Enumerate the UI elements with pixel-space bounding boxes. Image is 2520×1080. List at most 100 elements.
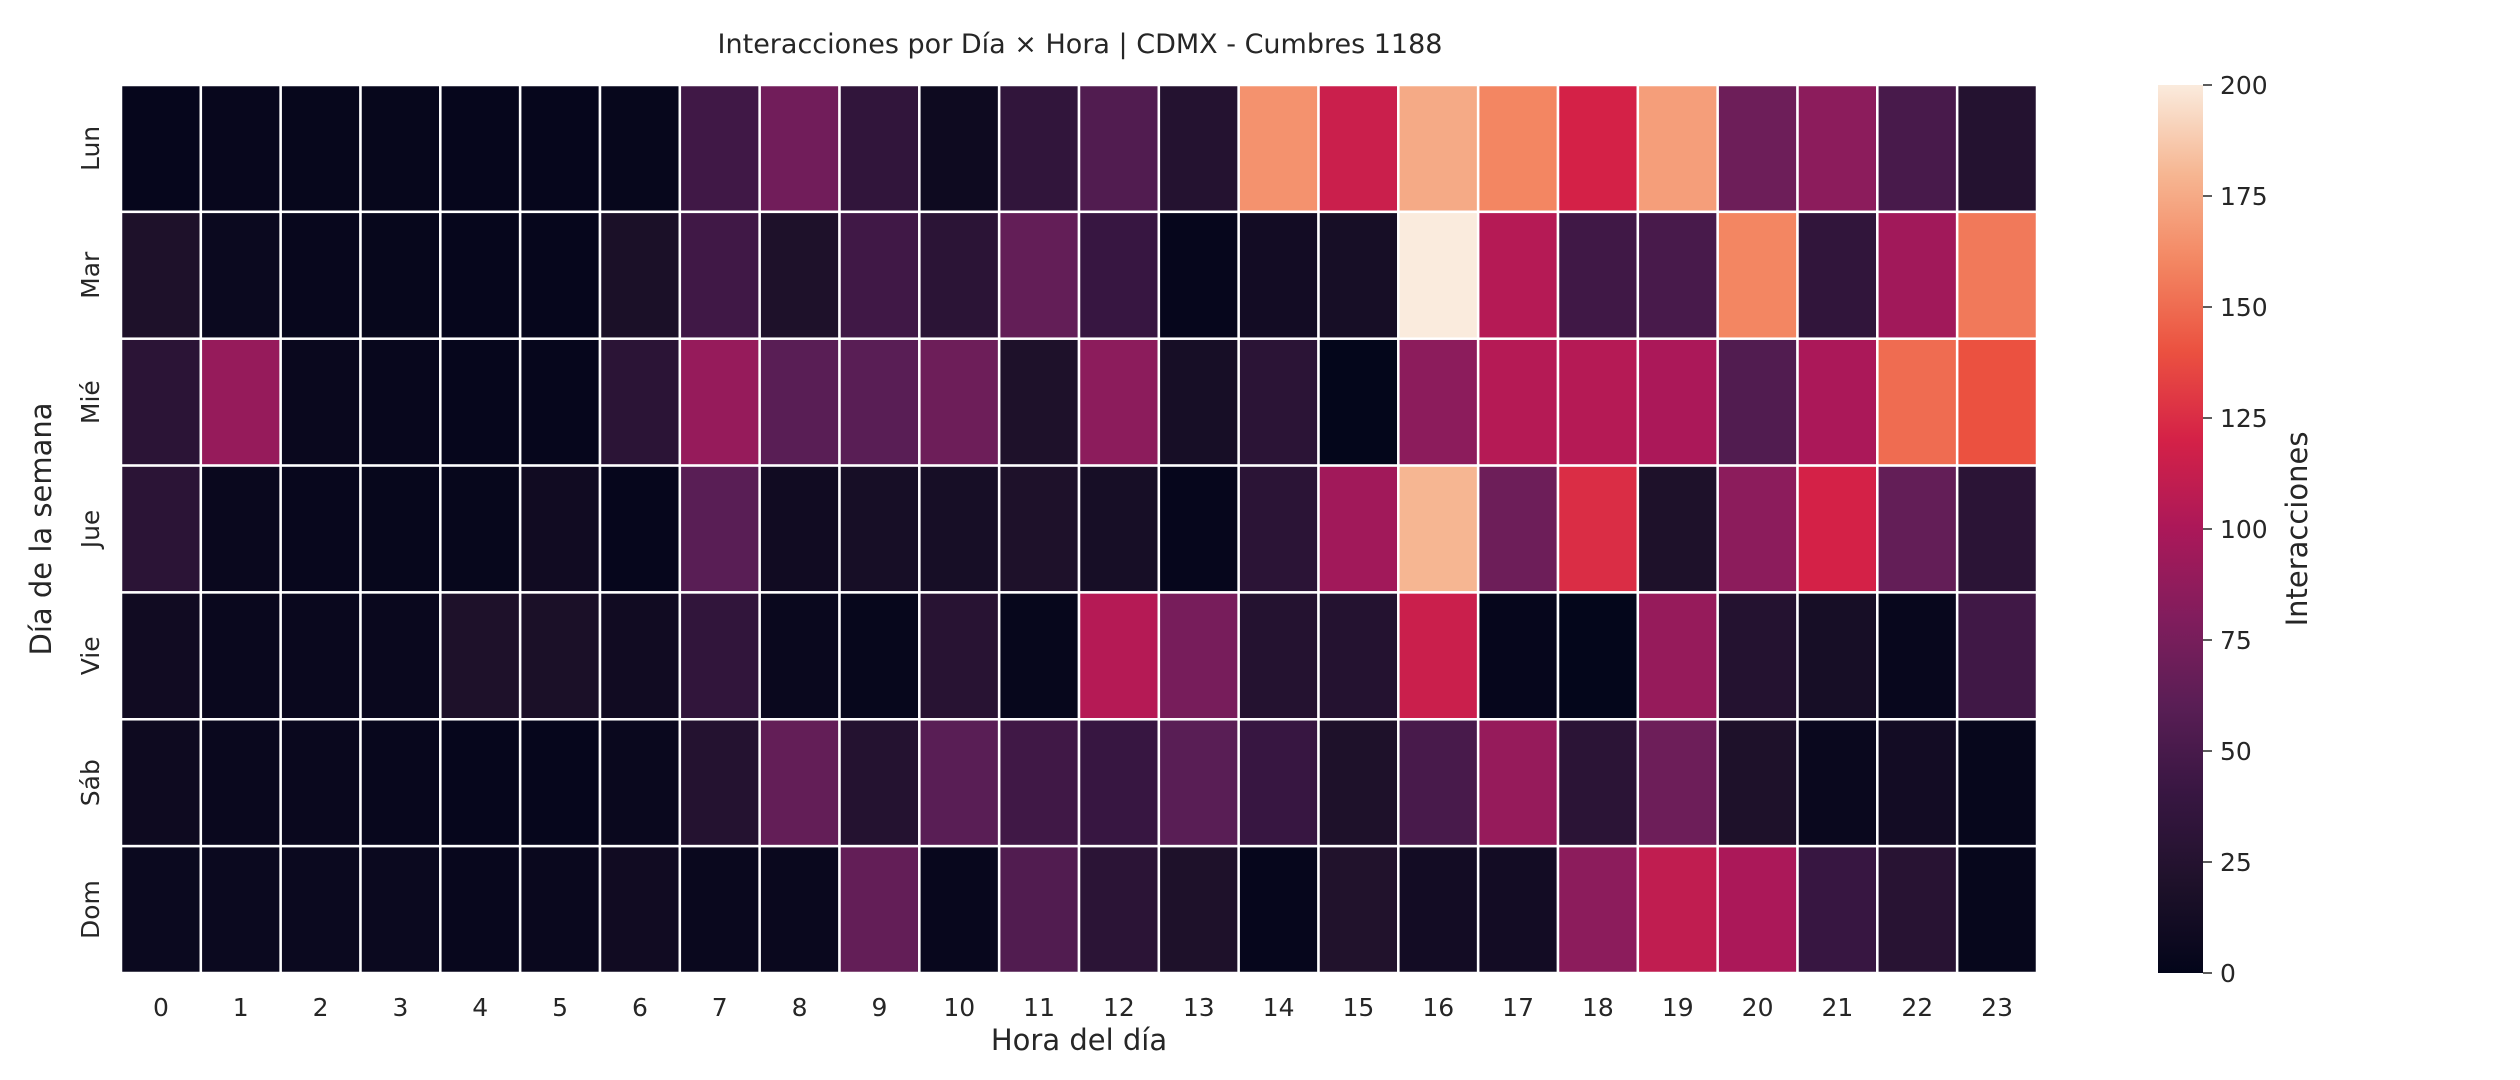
heatmap-cell — [997, 83, 1081, 214]
heatmap-cell — [997, 718, 1081, 848]
heatmap-cell — [1157, 844, 1240, 975]
heatmap-cell — [758, 591, 841, 721]
heatmap-cell — [518, 464, 602, 594]
heatmap-cell — [678, 83, 761, 214]
heatmap-cell — [1556, 591, 1640, 721]
heatmap-cell — [1317, 591, 1400, 721]
y-tick-label: Dom — [76, 880, 105, 939]
x-tick-label: 15 — [1343, 993, 1375, 1022]
heatmap-cell — [1556, 337, 1640, 467]
heatmap-cell — [199, 844, 282, 975]
x-tick-label: 12 — [1103, 993, 1135, 1022]
heatmap-cell — [1077, 718, 1161, 848]
heatmap-cell — [1955, 591, 2039, 721]
heatmap-cell — [1077, 464, 1161, 594]
x-tick-label: 2 — [313, 993, 329, 1022]
heatmap-cell — [1077, 337, 1161, 467]
heatmap-cell — [758, 83, 841, 214]
heatmap-cell — [1077, 210, 1161, 340]
heatmap-cell — [1237, 591, 1320, 721]
heatmap-cell — [1876, 83, 1959, 214]
heatmap-cell — [1955, 337, 2039, 467]
heatmap-cell — [678, 844, 761, 975]
heatmap-cell — [678, 591, 761, 721]
heatmap-cell — [1317, 210, 1400, 340]
heatmap-cell — [518, 83, 602, 214]
y-tick-label: Mié — [76, 380, 105, 424]
heatmap-cell — [1237, 464, 1320, 594]
heatmap-cell — [119, 83, 203, 214]
heatmap-cell — [1157, 718, 1240, 848]
heatmap-cell — [1955, 464, 2039, 594]
heatmap-cell — [1317, 718, 1400, 848]
y-tick-label: Lun — [76, 126, 105, 171]
heatmap-cell — [359, 718, 442, 848]
heatmap-cell — [838, 83, 921, 214]
heatmap-cell — [838, 337, 921, 467]
heatmap-cell — [1556, 844, 1640, 975]
heatmap-cell — [439, 844, 522, 975]
heatmap-cell — [1157, 83, 1240, 214]
x-axis-label: Hora del día — [991, 1023, 1167, 1057]
heatmap-cell — [1716, 83, 1799, 214]
heatmap-cell — [997, 844, 1081, 975]
heatmap-cell — [279, 337, 362, 467]
heatmap-cell — [678, 718, 761, 848]
heatmap-cell — [1317, 83, 1400, 214]
x-axis-ticks: 0 1 2 3 4 5 6 7 8 9 10 11 12 13 14 15 16 17 18 19 20 21 22 23 — [153, 993, 2013, 1022]
heatmap-cell — [1636, 464, 1719, 594]
heatmap-cell — [838, 591, 921, 721]
colorbar-tick-label: 100 — [2220, 515, 2268, 544]
heatmap-cell — [918, 591, 1001, 721]
heatmap-cell — [1077, 844, 1161, 975]
heatmap-cell — [1077, 591, 1161, 721]
heatmap-cell — [918, 718, 1001, 848]
heatmap-cell — [1317, 844, 1400, 975]
heatmap-cell — [598, 591, 682, 721]
heatmap-cell — [119, 337, 203, 467]
heatmap-cell — [1237, 337, 1320, 467]
x-tick-label: 14 — [1263, 993, 1295, 1022]
x-tick-label: 3 — [392, 993, 408, 1022]
heatmap-cell — [1955, 844, 2039, 975]
x-tick-label: 11 — [1023, 993, 1055, 1022]
heatmap-cell — [1476, 844, 1560, 975]
heatmap-cell — [758, 844, 841, 975]
heatmap-cell — [1876, 844, 1959, 975]
heatmap-cell — [199, 337, 282, 467]
x-tick-label: 22 — [1901, 993, 1933, 1022]
x-tick-label: 8 — [792, 993, 808, 1022]
heatmap-cell — [1237, 844, 1320, 975]
heatmap-cell — [758, 337, 841, 467]
heatmap-cell — [199, 591, 282, 721]
x-tick-label: 13 — [1183, 993, 1215, 1022]
heatmap-cell — [439, 337, 522, 467]
heatmap-cell — [1476, 337, 1560, 467]
heatmap-cell — [1955, 83, 2039, 214]
heatmap-cell — [1157, 591, 1240, 721]
heatmap-cell — [838, 718, 921, 848]
heatmap-cell — [758, 210, 841, 340]
heatmap-cell — [359, 210, 442, 340]
heatmap-cell — [1716, 718, 1799, 848]
heatmap-cell — [199, 464, 282, 594]
heatmap-cell — [279, 83, 362, 214]
heatmap-cell — [918, 337, 1001, 467]
heatmap-cell — [1397, 83, 1480, 214]
heatmap-cell — [1157, 464, 1240, 594]
heatmap-cell — [1796, 83, 1879, 214]
colorbar-tick-label: 200 — [2220, 71, 2268, 100]
heatmap-cell — [1237, 718, 1320, 848]
heatmap-cell — [119, 464, 203, 594]
y-tick-label: Jue — [76, 510, 105, 551]
heatmap-cell — [997, 591, 1081, 721]
heatmap-cell — [1876, 464, 1959, 594]
colorbar — [2158, 85, 2203, 973]
heatmap-cell — [678, 210, 761, 340]
y-tick-label: Mar — [76, 251, 105, 299]
colorbar-label: Interacciones — [2280, 432, 2314, 627]
heatmap-cell — [1636, 210, 1719, 340]
heatmap-cell — [1476, 464, 1560, 594]
heatmap-cell — [518, 337, 602, 467]
heatmap-cell — [758, 718, 841, 848]
